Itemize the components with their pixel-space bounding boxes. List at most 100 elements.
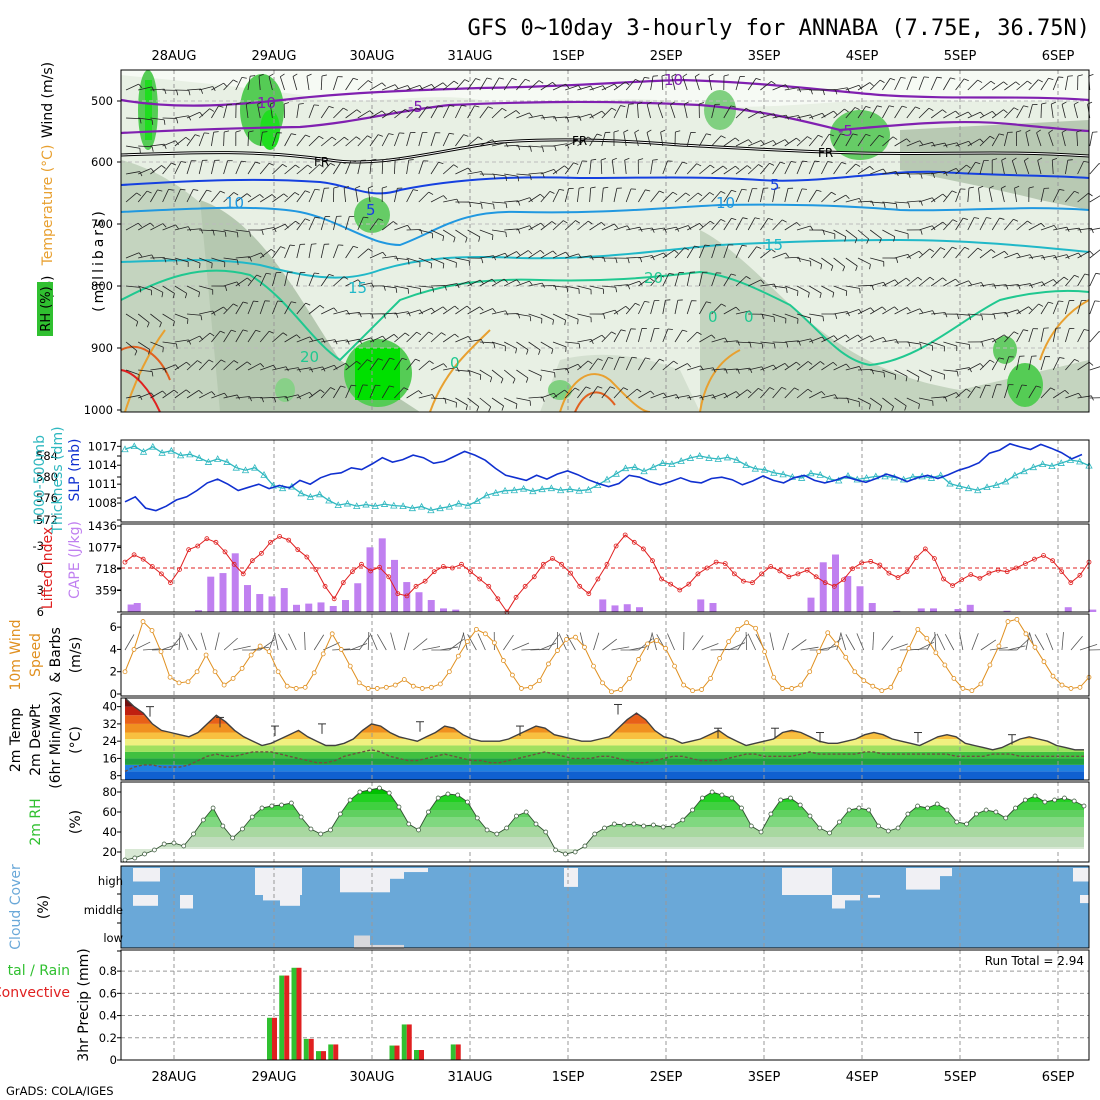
wind-barb-flag <box>223 82 228 88</box>
wind-barb <box>162 224 176 231</box>
lifted-point <box>158 571 164 577</box>
rh-point <box>651 822 656 828</box>
wind-barb <box>357 337 372 343</box>
wind-point <box>609 689 614 695</box>
lifted-point <box>277 534 283 539</box>
lifted-point <box>131 552 137 558</box>
tick-label: 6 <box>37 605 44 619</box>
wind-barb-flag <box>931 197 936 203</box>
lifted-point <box>904 569 910 575</box>
wind-barb-flag <box>659 190 665 194</box>
rh-point <box>1032 793 1038 799</box>
wind-barb <box>235 277 248 287</box>
wind-barb-flag <box>696 331 702 335</box>
rh-point <box>670 823 676 829</box>
wind-barb <box>943 77 951 91</box>
wind-barb-flag <box>431 307 436 313</box>
wind-barb-flag <box>724 393 728 398</box>
wind-barb <box>552 165 565 175</box>
thickness-point <box>992 481 1000 488</box>
wind-barb <box>1061 632 1064 651</box>
wind-barb-flag <box>559 189 565 191</box>
thickness-point <box>964 484 973 492</box>
wind-barb-flag <box>816 189 822 192</box>
lifted-point <box>741 578 746 584</box>
wind-barb <box>516 397 531 402</box>
wind-barb <box>403 632 410 651</box>
wind-barb <box>870 257 884 262</box>
wind-barb <box>418 132 423 147</box>
wind-barb <box>552 143 567 147</box>
cloud-level-label: middle <box>84 903 123 917</box>
cape-bar <box>844 576 852 612</box>
wind-barb <box>247 194 260 203</box>
lifted-point <box>577 583 583 589</box>
wind-barb-flag <box>760 279 765 284</box>
cloud-level-label: low <box>103 931 123 945</box>
wind-point <box>699 687 704 692</box>
wind-barb-flag <box>855 265 858 271</box>
wind-barb-flag <box>828 133 834 137</box>
wind-barb <box>162 162 172 175</box>
wind-barb <box>223 394 238 399</box>
wind-barb <box>467 229 481 238</box>
rh-point <box>797 802 803 808</box>
wind-barb <box>150 88 165 91</box>
wind-barb <box>662 328 669 343</box>
lifted-point <box>841 577 846 583</box>
wind-barb <box>772 341 787 343</box>
wind-barb-flag <box>246 193 252 197</box>
wind-barb <box>687 365 701 371</box>
wind-barb-flag <box>503 278 508 283</box>
wind-barb-flag <box>487 106 493 109</box>
wind-barb <box>833 285 847 292</box>
wind-barb <box>296 218 306 231</box>
wind-barb <box>382 84 396 91</box>
wind-barb-flag <box>295 164 300 169</box>
bottom-date-axis: 28AUG 29AUG 30AUG 31AUG 1SEP 2SEP 3SEP 4SEP 5SEP… <box>151 1070 1074 1085</box>
wind-barb-flag <box>442 306 447 311</box>
wind-barb <box>857 134 867 147</box>
rh-legend-swatch <box>37 282 53 336</box>
wind-barb <box>516 197 530 203</box>
wind-barb-flag <box>237 259 239 265</box>
wind-barb-flag <box>646 129 652 133</box>
wind-barb-flag <box>952 219 958 223</box>
wind-barb <box>223 229 238 233</box>
contour-label: FR <box>818 146 833 160</box>
wind-barb <box>406 285 421 289</box>
wind-barb <box>735 389 748 399</box>
wind-barb <box>1051 160 1054 175</box>
wind-barb-flag <box>493 255 497 261</box>
wind-point <box>1068 686 1074 691</box>
wind-barb <box>467 369 481 376</box>
lifted-point <box>268 539 273 545</box>
wind-barb-flag <box>841 162 847 165</box>
wind-barbs-10m <box>124 631 1100 651</box>
cape-bar <box>856 586 864 612</box>
wind-barb <box>1065 392 1079 399</box>
cloud-mid <box>1080 895 1089 904</box>
wind-barb-flag <box>798 257 801 263</box>
wind-barb-flag <box>784 139 789 144</box>
wind-barb <box>406 331 417 343</box>
wind-barb <box>565 140 579 147</box>
wind-barb-flag <box>310 367 314 373</box>
wind-barb-flag <box>919 308 924 314</box>
wind-barb-flag <box>1023 329 1029 332</box>
wind-barb-flag <box>635 79 641 82</box>
wind-barb <box>711 165 724 175</box>
wind-barb <box>638 255 653 259</box>
rh-point <box>827 830 832 836</box>
wind-barb-flag <box>695 73 700 77</box>
wind-barb <box>589 386 598 399</box>
wind-barb <box>683 104 688 119</box>
wind-barb <box>259 248 272 259</box>
lifted-point <box>595 576 601 582</box>
wind-barb <box>760 313 775 318</box>
wind-barb <box>345 109 358 119</box>
label-thickness2: Thickness (dm) <box>50 426 66 534</box>
wind-barb <box>991 109 1004 119</box>
wind-barb <box>1004 218 1014 231</box>
wind-barb <box>1065 160 1069 175</box>
